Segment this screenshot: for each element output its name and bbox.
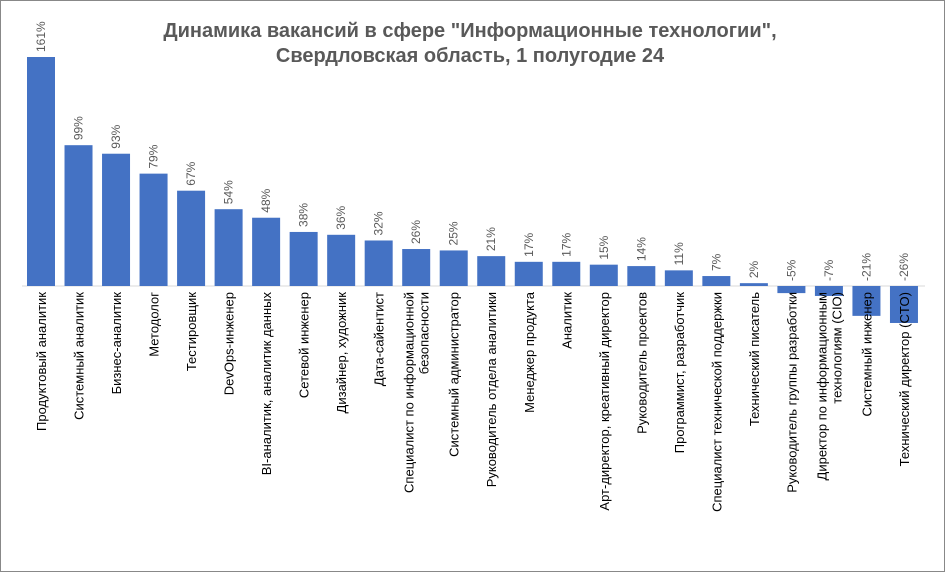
value-label: 54% — [222, 180, 236, 204]
x-tick-label: Технический директор (CTO) — [897, 292, 912, 466]
x-tick-label: Продуктовый аналитик — [34, 292, 49, 431]
bar — [364, 240, 393, 286]
chart-title: Свердловская область, 1 полугодие 24 — [276, 45, 665, 67]
value-label: 36% — [334, 205, 348, 229]
x-tick-label: Программист, разработчик — [672, 292, 687, 453]
x-tick-label: Сетевой инженер — [297, 292, 312, 398]
bar — [214, 209, 243, 286]
bar — [402, 249, 431, 286]
value-label: 7% — [709, 253, 723, 271]
chart-title: Динамика вакансий в сфере "Информационны… — [163, 20, 776, 42]
bar — [252, 217, 281, 286]
x-tick-label: Менеджер продукта — [522, 291, 537, 413]
value-label: -5% — [784, 259, 798, 281]
value-label: 38% — [297, 203, 311, 227]
x-tick-label: Системный аналитик — [72, 292, 87, 420]
x-tick-label: Руководитель отдела аналитики — [484, 292, 499, 487]
x-tick-label: Методолог — [147, 292, 162, 357]
value-label: 14% — [634, 237, 648, 261]
value-label: 17% — [522, 232, 536, 256]
bar — [664, 270, 693, 286]
bar — [814, 286, 843, 296]
value-label: 79% — [147, 144, 161, 168]
bar — [327, 234, 356, 286]
value-label: -26% — [897, 253, 911, 281]
bar — [289, 231, 318, 286]
value-label: 67% — [184, 161, 198, 185]
bar — [739, 283, 768, 286]
value-label: 11% — [672, 242, 686, 265]
bar — [439, 250, 468, 286]
bar — [552, 261, 581, 286]
x-tick-label: Специалист по информационнойбезопасности — [402, 292, 432, 493]
value-label: 2% — [747, 260, 761, 278]
bar — [139, 173, 168, 286]
value-label: -7% — [822, 259, 836, 281]
value-label: 48% — [259, 188, 273, 212]
x-tick-label: DevOps-инженер — [222, 292, 237, 395]
bar — [702, 276, 731, 286]
x-tick-label: Системный инженер — [859, 292, 874, 417]
x-tick-label: Дата-сайентист — [372, 292, 387, 386]
x-tick-label: Руководитель проектов — [634, 292, 649, 434]
x-tick-label: Директор по информационнымтехнологиям (C… — [814, 292, 844, 481]
x-tick-label: Руководитель группы разработки — [784, 292, 799, 493]
x-tick-label: Технический писатель — [747, 292, 762, 426]
x-tick-label: Тестировщик — [184, 292, 199, 371]
bar — [627, 266, 656, 286]
bar — [777, 286, 806, 294]
value-label: 25% — [447, 221, 461, 245]
bar — [852, 286, 881, 316]
value-label: 99% — [72, 116, 86, 140]
x-tick-label: Дизайнер, художник — [334, 292, 349, 414]
value-label: -21% — [859, 253, 873, 281]
bar — [177, 190, 206, 286]
bar — [889, 286, 918, 323]
x-tick-label: Бизнес-аналитик — [109, 292, 124, 395]
bar — [477, 256, 506, 286]
bar — [64, 145, 93, 286]
bar — [102, 153, 131, 286]
x-tick-label: Аналитик — [559, 292, 574, 349]
value-label: 17% — [559, 232, 573, 256]
x-tick-label: Специалист технической поддержки — [709, 292, 724, 512]
bar — [514, 261, 543, 286]
x-tick-label: Арт-директор, креативный директор — [597, 292, 612, 511]
bar — [589, 264, 618, 286]
x-tick-label: BI-аналитик, аналитик данных — [259, 292, 274, 476]
x-tick-label: Системный администратор — [447, 292, 462, 457]
value-label: 26% — [409, 220, 423, 244]
value-label: 21% — [484, 227, 498, 251]
bar — [27, 57, 55, 286]
value-label: 93% — [109, 124, 123, 148]
value-label: 161% — [34, 21, 48, 52]
value-label: 32% — [372, 211, 386, 235]
value-label: 15% — [597, 235, 611, 259]
